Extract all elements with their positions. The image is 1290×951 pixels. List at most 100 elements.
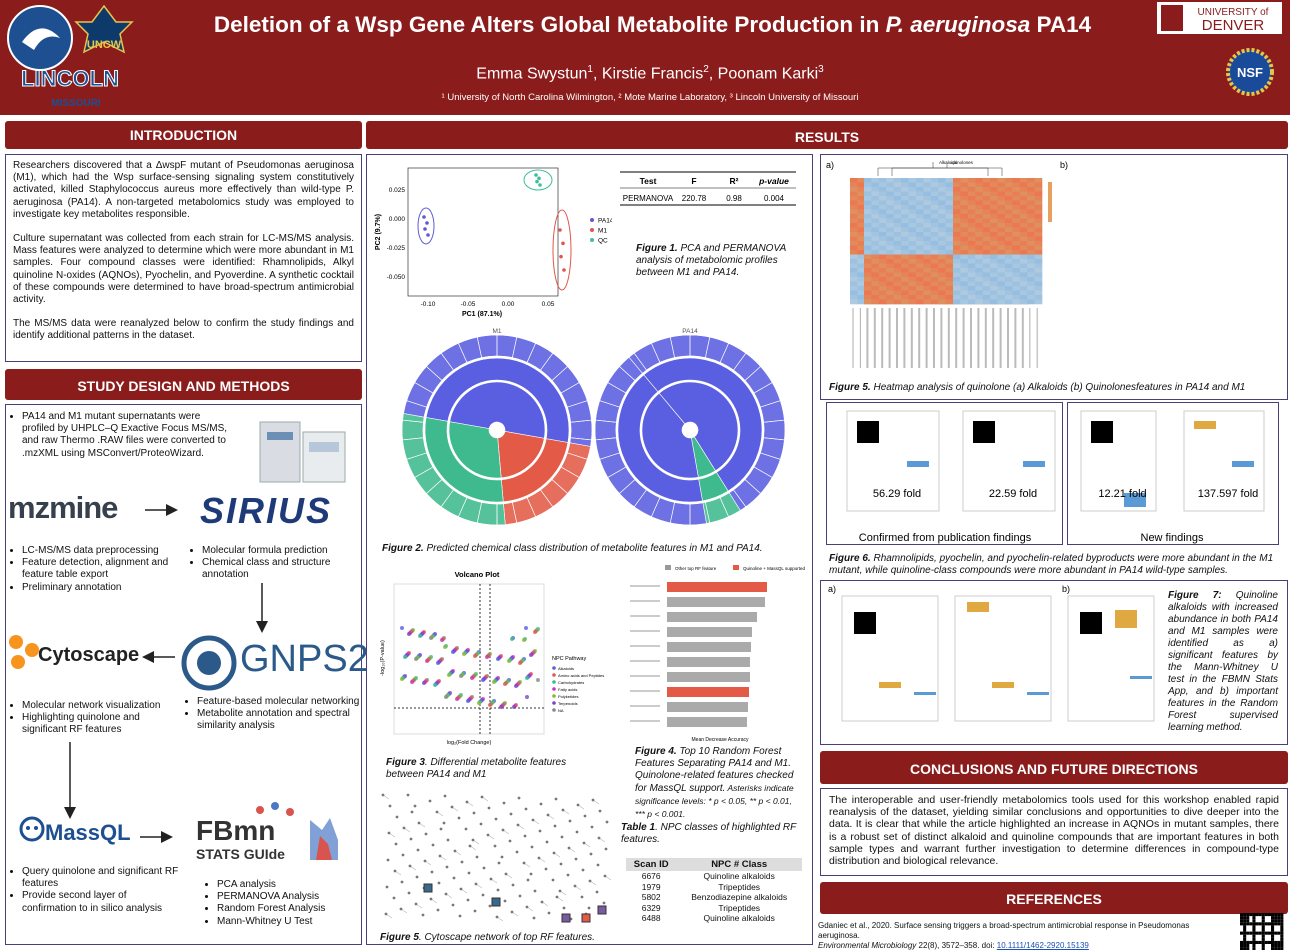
heatmap-cell — [990, 205, 998, 210]
network-node — [450, 805, 454, 809]
table-row: Scan ID NPC # Class — [626, 858, 802, 871]
qr-cell — [1261, 931, 1265, 935]
table-cell: 0.004 — [764, 194, 785, 203]
network-node — [522, 861, 526, 865]
y-axis-label: -log₁₀(P-value) — [380, 640, 386, 676]
heatmap-cell — [945, 295, 954, 300]
heatmap-cell — [975, 277, 983, 282]
heatmap-cell — [923, 218, 932, 224]
tick-stub — [630, 600, 660, 602]
caption-label: Figure 7: — [1168, 590, 1222, 601]
heatmap-cell — [901, 191, 909, 197]
heatmap-cell — [967, 290, 976, 296]
heatmap-cell — [886, 223, 894, 228]
heatmap-cell — [857, 268, 866, 273]
network-node — [388, 804, 392, 808]
feature-point — [529, 653, 533, 657]
network-node — [435, 810, 439, 814]
heatmap-cell — [1004, 205, 1013, 210]
sample-point — [562, 268, 566, 272]
network-figure — [381, 793, 612, 923]
box — [1194, 421, 1216, 429]
qr-cell — [1243, 931, 1247, 935]
heatmap-cell — [967, 295, 976, 300]
panel-label: b) — [1062, 584, 1070, 594]
network-node — [467, 871, 471, 875]
heatmap-cell — [923, 286, 932, 291]
table-cell: 6488 — [641, 913, 661, 923]
heatmap-cell — [915, 290, 924, 296]
heatmap-cell — [930, 205, 939, 210]
heatmap-cell — [1019, 223, 1028, 228]
text-element: UNCW — [87, 39, 122, 51]
doi-link[interactable]: 10.1111/1462-2920.15139 — [996, 941, 1089, 950]
heatmap-cell — [990, 295, 998, 300]
heatmap-title: Alkaloids — [939, 160, 958, 165]
heatmap-cell — [975, 232, 983, 237]
heatmap-cell — [886, 295, 894, 300]
heatmap-cell — [945, 263, 954, 269]
heatmap-cell — [930, 196, 939, 201]
heatmap-cell — [967, 277, 976, 282]
heatmap-cell — [990, 187, 998, 192]
network-node — [605, 820, 609, 824]
rect-element — [267, 432, 293, 440]
heatmap-cell — [967, 272, 976, 278]
network-node — [444, 892, 448, 896]
heatmap-cell — [915, 214, 924, 219]
section-heading: INTRODUCTION — [5, 121, 362, 149]
qr-cell — [1261, 925, 1265, 929]
network-node — [401, 853, 405, 857]
heatmap-cell — [960, 250, 969, 255]
legend-swatch — [552, 666, 556, 670]
heatmap-cell — [975, 187, 983, 192]
network-node — [472, 811, 476, 815]
heatmap-cell — [967, 200, 976, 206]
heatmap-cell — [930, 223, 939, 228]
heatmap-cell — [1034, 272, 1043, 278]
heatmap-cell — [1034, 254, 1043, 260]
heatmap-cell — [982, 272, 991, 278]
heatmap-cell — [871, 200, 880, 206]
heatmap-cell — [975, 218, 983, 224]
cluster-ellipse — [523, 169, 553, 191]
network-node — [530, 845, 534, 849]
heatmap-cell — [864, 241, 872, 246]
heatmap-cell — [982, 200, 991, 206]
section-heading: REFERENCES — [820, 882, 1288, 914]
heatmap-cell — [857, 277, 866, 282]
network-node — [554, 797, 558, 801]
heatmap-cell — [878, 281, 887, 287]
heatmap-cell — [1034, 268, 1043, 273]
heatmap-cell — [930, 263, 939, 269]
heatmap-cell — [908, 214, 917, 219]
heatmap-cell — [1034, 241, 1043, 246]
heatmap-cell — [915, 245, 924, 251]
heatmap-cell — [915, 223, 924, 228]
table-row: 6488 Quinoline alkaloids — [626, 913, 802, 924]
figure-caption: Figure 5. Heatmap analysis of quinolone … — [829, 382, 1284, 394]
network-node — [497, 861, 501, 865]
heatmap-cell — [864, 209, 872, 215]
heatmap-cell — [938, 182, 946, 188]
heatmap-cell — [960, 277, 969, 282]
network-node — [532, 916, 536, 920]
heatmap-cell — [878, 227, 887, 233]
heatmap-cell — [893, 286, 902, 291]
heatmap-cell — [850, 209, 858, 215]
heatmap-cell — [938, 277, 946, 282]
qr-cell — [1280, 937, 1284, 941]
heatmap-cell — [923, 236, 932, 242]
network-node — [540, 900, 544, 904]
heatmap-cell — [1034, 263, 1043, 269]
heatmap-cell — [878, 214, 887, 219]
feature-point — [447, 673, 451, 677]
feature-point — [507, 659, 511, 663]
heatmap-cell — [923, 277, 932, 282]
heatmap-cell — [1019, 209, 1028, 215]
heatmap-cell — [1027, 299, 1035, 305]
heatmap-cell — [960, 182, 969, 188]
heatmap-cell — [878, 277, 887, 282]
qr-cell — [1274, 940, 1278, 944]
heatmap-cell — [945, 277, 954, 282]
